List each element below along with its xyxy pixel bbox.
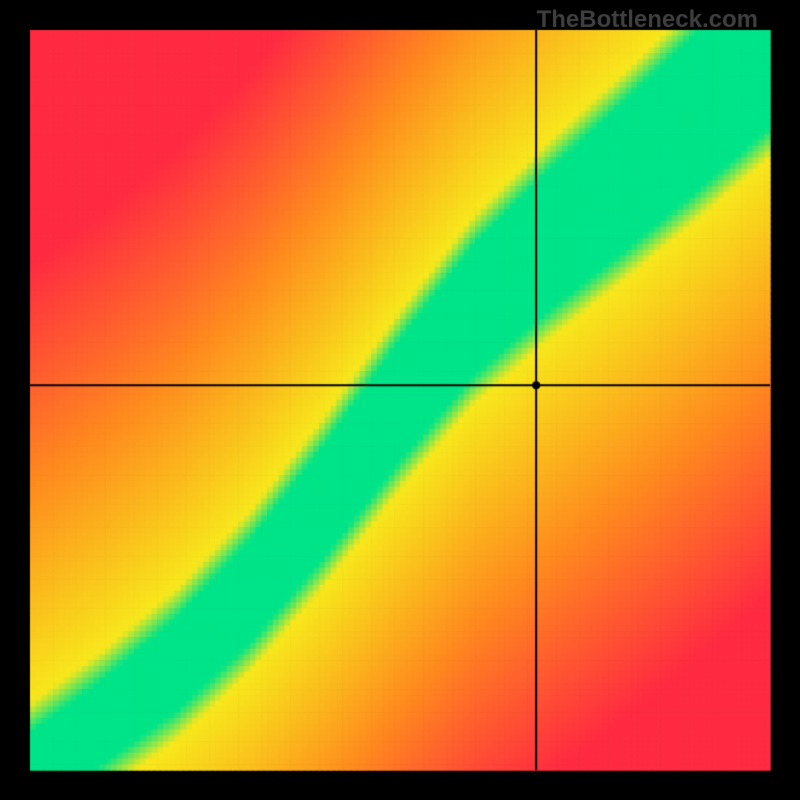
crosshair-overlay <box>0 0 800 800</box>
chart-container: { "watermark": { "text": "TheBottleneck.… <box>0 0 800 800</box>
